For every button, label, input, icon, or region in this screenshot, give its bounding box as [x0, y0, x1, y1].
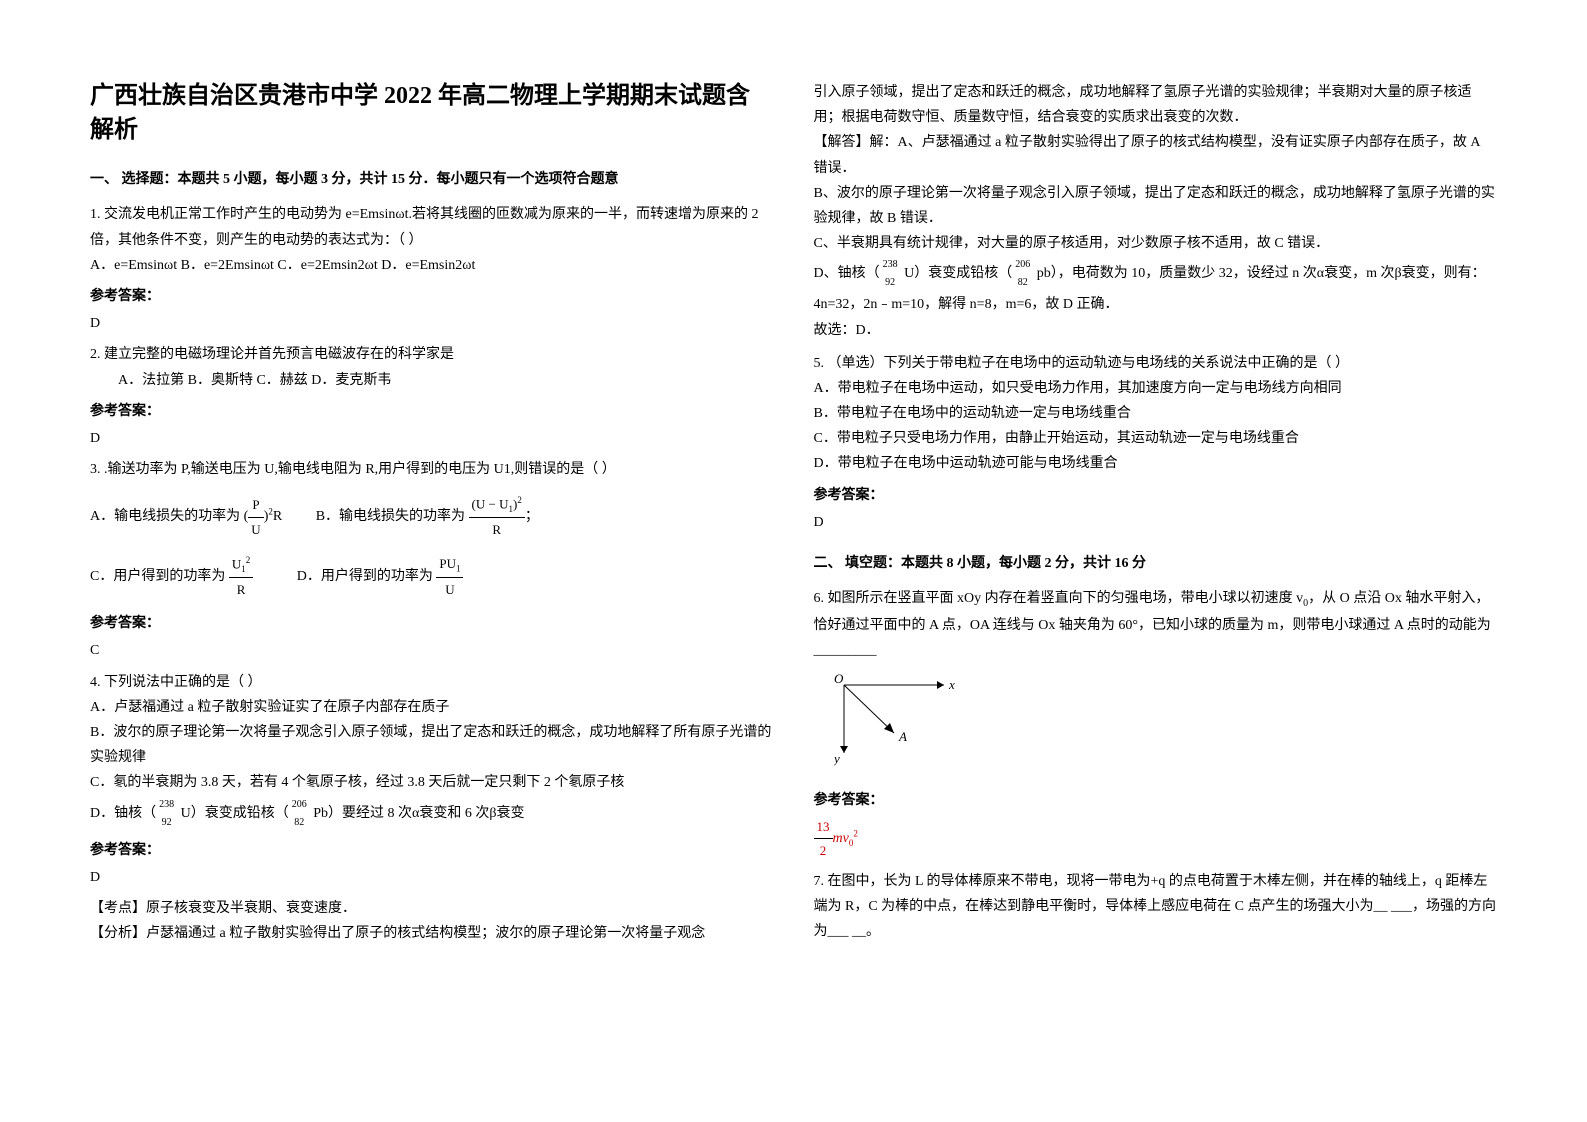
q3-line-cd: C．用户得到的功率为 U12R D．用户得到的功率为 PU1U: [90, 552, 774, 602]
q3-answer: C: [90, 638, 774, 663]
q4-optb: B．波尔的原子理论第一次将量子观念引入原子领域，提出了定态和跃迁的概念，成功地解…: [90, 720, 774, 770]
q4-jieda-d: D、铀核（23892 U）衰变成铅核（20682 pb），电荷数为 10，质量数…: [814, 256, 1498, 317]
q3-optc-prefix: C．用户得到的功率为: [90, 569, 225, 584]
q3-optd-formula: PU1U: [436, 552, 463, 601]
q5-answer: D: [814, 510, 1498, 535]
svg-text:y: y: [834, 751, 840, 766]
section1-header: 一、 选择题：本题共 5 小题，每小题 3 分，共计 15 分．每小题只有一个选…: [90, 167, 774, 192]
q4-opta: A．卢瑟福通过 a 粒子散射实验证实了在原子内部存在质子: [90, 695, 774, 720]
document-title: 广西壮族自治区贵港市中学 2022 年高二物理上学期期末试题含解析: [90, 80, 774, 147]
q3-optb-formula: (U − U1)2R: [469, 492, 525, 542]
q4-answer-label: 参考答案：: [90, 838, 774, 863]
q2-options: A．法拉第 B．奥斯特 C．赫兹 D．麦克斯韦: [104, 368, 774, 393]
question-5: 5. （单选）下列关于带电粒子在电场中的运动轨迹与电场线的关系说法中正确的是（ …: [814, 351, 1498, 477]
q6-answer: 132mv02: [814, 815, 1498, 863]
section2-header: 二、 填空题：本题共 8 小题，每小题 2 分，共计 16 分: [814, 551, 1498, 576]
q5-opta: A．带电粒子在电场中运动，如只受电场力作用，其加速度方向一定与电场线方向相同: [814, 376, 1498, 401]
q4-optc: C．氡的半衰期为 3.8 天，若有 4 个氡原子核，经过 3.8 天后就一定只剩…: [90, 770, 774, 795]
question-3: 3. .输送功率为 P,输送电压为 U,输电线电阻为 R,用户得到的电压为 U1…: [90, 457, 774, 601]
question-4: 4. 下列说法中正确的是（ ） A．卢瑟福通过 a 粒子散射实验证实了在原子内部…: [90, 670, 774, 832]
q4-guxuan: 故选：D．: [814, 318, 1498, 343]
q6-diagram: O x A y: [834, 673, 1498, 777]
svg-text:A: A: [898, 729, 907, 744]
q5-answer-label: 参考答案：: [814, 483, 1498, 508]
q2-answer-label: 参考答案：: [90, 399, 774, 424]
q3-optc-formula: U12R: [229, 552, 253, 602]
q4-text: 4. 下列说法中正确的是（ ）: [90, 670, 774, 695]
q5-optc: C．带电粒子只受电场力作用，由静止开始运动，其运动轨迹一定与电场线重合: [814, 426, 1498, 451]
q4-jieda-b: B、波尔的原子理论第一次将量子观念引入原子领域，提出了定态和跃迁的概念，成功地解…: [814, 181, 1498, 231]
q4-jieda-c: C、半衰期具有统计规律，对大量的原子核适用，对少数原子核不适用，故 C 错误．: [814, 231, 1498, 256]
q4-fenxi-cont: 引入原子领域，提出了定态和跃迁的概念，成功地解释了氢原子光谱的实验规律；半衰期对…: [814, 80, 1498, 130]
q5-text: 5. （单选）下列关于带电粒子在电场中的运动轨迹与电场线的关系说法中正确的是（ …: [814, 351, 1498, 376]
q4-fenxi: 【分析】卢瑟福通过 a 粒子散射实验得出了原子的核式结构模型；波尔的原子理论第一…: [90, 921, 774, 946]
q1-answer-label: 参考答案：: [90, 284, 774, 309]
q1-answer: D: [90, 311, 774, 336]
question-7: 7. 在图中，长为 L 的导体棒原来不带电，现将一带电为+q 的点电荷置于木棒左…: [814, 869, 1498, 945]
q4-kaodian: 【考点】原子核衰变及半衰期、衰变速度．: [90, 896, 774, 921]
q3-optd-prefix: D．用户得到的功率为: [297, 569, 433, 584]
q5-optb: B．带电粒子在电场中的运动轨迹一定与电场线重合: [814, 401, 1498, 426]
q3-opta-prefix: A．输电线损失的功率为: [90, 509, 240, 524]
question-6: 6. 如图所示在竖直平面 xOy 内存在着竖直向下的匀强电场，带电小球以初速度 …: [814, 586, 1498, 663]
question-1: 1. 交流发电机正常工作时产生的电动势为 e=Emsinωt.若将其线圈的匝数减…: [90, 202, 774, 278]
q1-text: 1. 交流发电机正常工作时产生的电动势为 e=Emsinωt.若将其线圈的匝数减…: [90, 202, 774, 252]
coordinate-diagram: O x A y: [834, 673, 964, 768]
q4-answer: D: [90, 865, 774, 890]
q1-options: A．e=Emsinωt B．e=2Emsinωt C．e=2Emsin2ωt D…: [90, 253, 774, 278]
right-column: 引入原子领域，提出了定态和跃迁的概念，成功地解释了氢原子光谱的实验规律；半衰期对…: [814, 80, 1498, 1082]
q6-answer-label: 参考答案：: [814, 788, 1498, 813]
q4-optd: D．铀核（23892 U）衰变成铅核（20682 Pb）要经过 8 次α衰变和 …: [90, 796, 774, 832]
q3-opta-formula: (PU)2R: [244, 493, 283, 541]
q3-answer-label: 参考答案：: [90, 611, 774, 636]
q2-answer: D: [90, 426, 774, 451]
q4-jieda-a: 【解答】解：A、卢瑟福通过 a 粒子散射实验得出了原子的核式结构模型，没有证实原…: [814, 130, 1498, 180]
q2-text: 2. 建立完整的电磁场理论并首先预言电磁波存在的科学家是: [90, 342, 774, 367]
q3-optb-prefix: B．输电线损失的功率为: [316, 509, 465, 524]
question-2: 2. 建立完整的电磁场理论并首先预言电磁波存在的科学家是 A．法拉第 B．奥斯特…: [90, 342, 774, 392]
svg-text:x: x: [948, 677, 955, 692]
q3-line-ab: A．输电线损失的功率为 (PU)2R B．输电线损失的功率为 (U − U1)2…: [90, 492, 774, 542]
svg-text:O: O: [834, 673, 844, 686]
left-column: 广西壮族自治区贵港市中学 2022 年高二物理上学期期末试题含解析 一、 选择题…: [90, 80, 774, 1082]
q5-optd: D．带电粒子在电场中运动轨迹可能与电场线重合: [814, 451, 1498, 476]
q6-text-p1: 6. 如图所示在竖直平面 xOy 内存在着竖直向下的匀强电场，带电小球以初速度 …: [814, 591, 1304, 606]
q3-text: 3. .输送功率为 P,输送电压为 U,输电线电阻为 R,用户得到的电压为 U1…: [90, 457, 774, 482]
